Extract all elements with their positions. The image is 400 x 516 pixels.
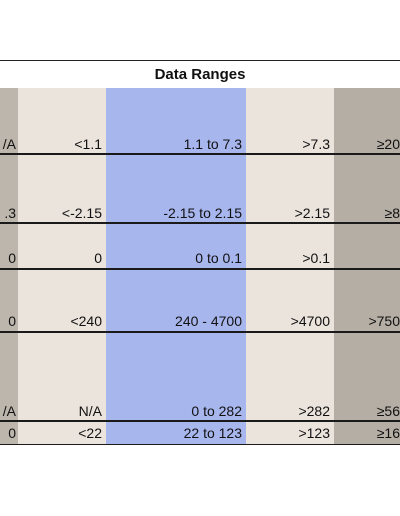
cell-col4: ≥16 <box>376 425 400 441</box>
cell-col4: >750 <box>368 313 400 329</box>
table-bottom-border <box>0 444 400 445</box>
column-band-4 <box>334 88 400 444</box>
cell-col3: >123 <box>298 425 330 441</box>
cell-col2: 22 to 123 <box>183 425 242 441</box>
cell-col3: >0.1 <box>302 250 330 266</box>
cell-col2: 240 - 4700 <box>175 313 242 329</box>
cell-col3: >4700 <box>290 313 330 329</box>
row-divider <box>0 222 400 224</box>
table-title: Data Ranges <box>0 60 400 88</box>
cell-col0: /A <box>2 403 16 419</box>
cell-col2: 1.1 to 7.3 <box>183 136 242 152</box>
cell-col4: ≥56 <box>376 403 400 419</box>
cell-col2: 0 to 282 <box>191 403 242 419</box>
cell-col3: >7.3 <box>302 136 330 152</box>
row-divider <box>0 331 400 333</box>
cell-col0: /A <box>2 136 16 152</box>
column-band-1 <box>18 88 106 444</box>
cell-col0: .3 <box>4 205 16 221</box>
cell-col3: >2.15 <box>294 205 330 221</box>
row-divider <box>0 420 400 422</box>
cell-col0: 0 <box>8 425 16 441</box>
cell-col0: 0 <box>8 313 16 329</box>
cell-col1: <1.1 <box>74 136 102 152</box>
cell-col1: <-2.15 <box>61 205 102 221</box>
cell-col2: 0 to 0.1 <box>195 250 242 266</box>
column-band-2 <box>106 88 246 444</box>
cell-col3: >282 <box>298 403 330 419</box>
column-band-0 <box>0 88 18 444</box>
cell-col1: <22 <box>78 425 102 441</box>
cell-col1: 0 <box>94 250 102 266</box>
column-band-3 <box>246 88 334 444</box>
cell-col2: -2.15 to 2.15 <box>163 205 242 221</box>
row-divider <box>0 268 400 270</box>
cell-col1: N/A <box>78 403 102 419</box>
cell-col1: <240 <box>70 313 102 329</box>
cell-col4: ≥8 <box>384 205 400 221</box>
cell-col0: 0 <box>8 250 16 266</box>
row-divider <box>0 153 400 155</box>
cell-col4: ≥20 <box>376 136 400 152</box>
